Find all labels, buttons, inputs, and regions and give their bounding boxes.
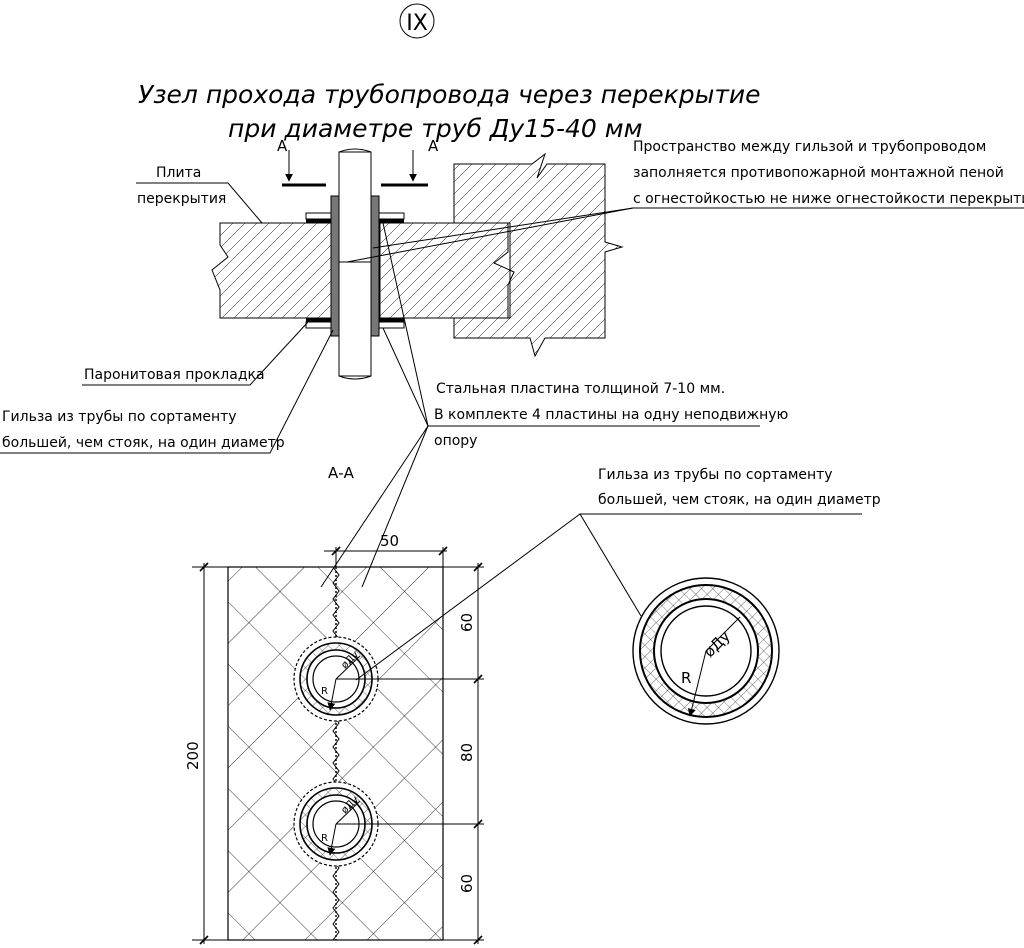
- foam-label: Пространство между гильзой и трубопровод…: [346, 139, 1024, 263]
- svg-text:перекрытия: перекрытия: [137, 191, 226, 207]
- svg-text:большей, чем стояк, на один ди: большей, чем стояк, на один диаметр: [2, 435, 285, 451]
- section-title: А-А: [328, 464, 355, 482]
- svg-text:большей, чем стояк, на один ди: большей, чем стояк, на один диаметр: [598, 492, 881, 508]
- svg-text:200: 200: [184, 741, 202, 770]
- svg-text:80: 80: [458, 743, 476, 762]
- sleeve-right-label: Гильза из трубы по сортаменту большей, ч…: [355, 467, 881, 681]
- svg-text:В комплекте 4 пластины на одну: В комплекте 4 пластины на одну неподвижн…: [434, 407, 789, 423]
- dimension-width: 50: [324, 532, 448, 567]
- svg-text:с огнестойкостью не ниже огнес: с огнестойкостью не ниже огнестойкости п…: [633, 191, 1024, 207]
- svg-text:R: R: [321, 686, 328, 697]
- svg-text:Стальная пластина толщиной 7-1: Стальная пластина толщиной 7-10 мм.: [436, 381, 725, 397]
- svg-text:Пространство между гильзой и т: Пространство между гильзой и трубопровод…: [633, 139, 986, 155]
- plate-bottom-left: [305, 321, 332, 329]
- node-number-marker: IX: [399, 3, 435, 39]
- pipe-riser: [338, 151, 372, 377]
- node-number: IX: [406, 11, 428, 36]
- svg-text:R: R: [681, 669, 691, 687]
- dimension-chain-right: 60 80 60: [443, 562, 484, 945]
- plate-label: Стальная пластина толщиной 7-10 мм. В ко…: [320, 222, 789, 588]
- svg-text:Паронитовая прокладка: Паронитовая прокладка: [84, 367, 265, 383]
- sleeve-left-wall: [330, 195, 340, 337]
- elevation-view: А А: [211, 137, 624, 380]
- svg-text:60: 60: [458, 613, 476, 632]
- slab-left: [211, 222, 334, 319]
- slab-label: Плита перекрытия: [136, 165, 263, 224]
- gasket-top-right: [379, 219, 404, 223]
- svg-text:50: 50: [380, 532, 399, 550]
- dimension-height: 200: [184, 562, 228, 945]
- gasket-top-left: [306, 219, 331, 223]
- sleeve-left-label: Гильза из трубы по сортаменту большей, ч…: [0, 329, 334, 454]
- plate-top-left: [305, 212, 332, 220]
- svg-text:заполняется противопожарной мо: заполняется противопожарной монтажной пе…: [633, 165, 1004, 181]
- section-plan: R øДу R øДу 50: [184, 532, 484, 945]
- slab-right: [379, 222, 515, 319]
- svg-text:R: R: [321, 833, 328, 844]
- gasket-bottom-right: [379, 318, 404, 322]
- page-subtitle: при диаметре труб Ду15-40 мм: [228, 114, 643, 143]
- plate-top-right: [378, 212, 405, 220]
- gasket-label: Паронитовая прокладка: [82, 321, 309, 386]
- section-mark-left: А: [277, 137, 326, 187]
- svg-text:Плита: Плита: [156, 165, 201, 181]
- svg-text:А: А: [277, 137, 288, 155]
- svg-text:60: 60: [458, 874, 476, 893]
- gasket-bottom-left: [306, 318, 331, 322]
- plate-plan: [227, 566, 444, 941]
- plate-bottom-right: [378, 321, 405, 329]
- section-mark-right: А: [381, 137, 439, 187]
- svg-text:Гильза из трубы по сортаменту: Гильза из трубы по сортаменту: [598, 467, 833, 483]
- svg-text:Гильза из трубы по сортаменту: Гильза из трубы по сортаменту: [2, 409, 237, 425]
- sleeve-right-wall: [370, 195, 380, 337]
- svg-text:А: А: [428, 137, 439, 155]
- wall-right: [453, 152, 624, 358]
- svg-text:опору: опору: [434, 433, 477, 449]
- page-title: Узел прохода трубопровода через перекрыт…: [138, 80, 761, 109]
- sleeve-detail: R øДу: [632, 577, 780, 725]
